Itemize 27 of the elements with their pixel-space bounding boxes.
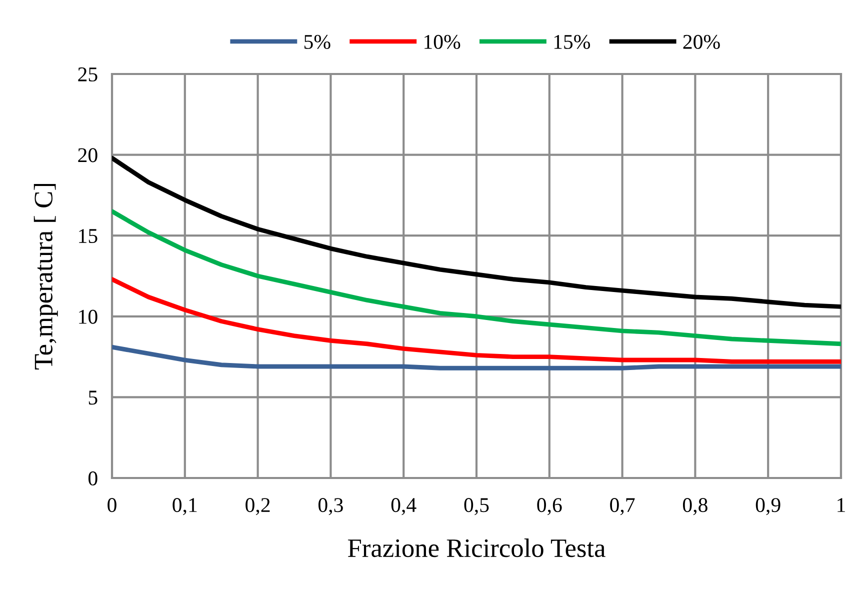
x-tick-label: 0,1 <box>172 498 197 516</box>
legend-label: 5% <box>304 34 330 50</box>
line-series <box>112 209 841 346</box>
x-tick-label: 0,6 <box>537 498 562 516</box>
x-tick-label: 1 <box>838 498 845 512</box>
x-tick-label: 0,7 <box>610 498 635 516</box>
x-tick-label: 0,4 <box>391 498 416 516</box>
y-axis-title: Te,mperatura [ C] <box>34 184 58 370</box>
y-tick-label: 0 <box>88 471 98 486</box>
x-tick-label: 0,3 <box>318 498 343 516</box>
legend-label: 15% <box>554 34 590 50</box>
y-tick-label: 15 <box>79 229 98 244</box>
x-axis-title: Frazione Ricircolo Testa <box>348 538 606 558</box>
x-tick-label: 0,2 <box>246 498 270 516</box>
x-tick-label: 0,5 <box>464 498 489 516</box>
line-series <box>112 277 841 364</box>
y-tick-label: 20 <box>78 148 98 162</box>
x-tick-label: 0,9 <box>756 498 780 516</box>
line-series <box>112 344 841 370</box>
y-tick-label: 10 <box>79 310 98 324</box>
legend-label: 20% <box>683 34 720 50</box>
line-series <box>112 156 841 309</box>
x-tick-label: 0 <box>108 498 116 512</box>
y-tick-label: 5 <box>88 390 98 405</box>
legend-label: 10% <box>424 34 460 50</box>
x-tick-label: 0,8 <box>682 498 708 516</box>
y-tick-label: 25 <box>78 67 98 82</box>
